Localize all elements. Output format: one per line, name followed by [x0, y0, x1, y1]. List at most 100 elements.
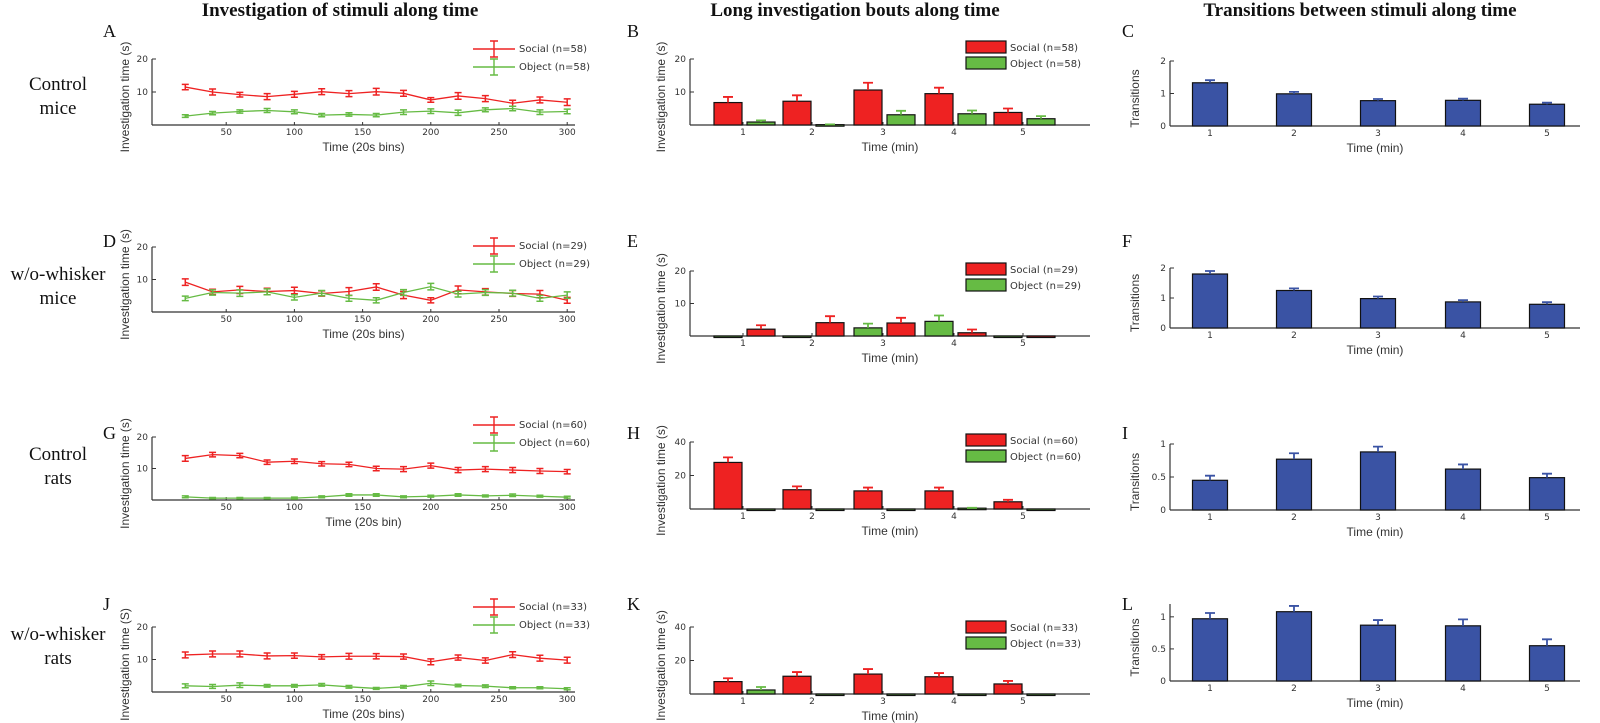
data-point-errorbar	[236, 496, 244, 500]
x-tick-label: 4	[951, 128, 957, 138]
data-point-errorbar	[563, 468, 571, 475]
x-tick-label: 2	[1291, 513, 1297, 523]
error-bar-point	[209, 289, 217, 296]
data-point-errorbar	[318, 653, 326, 660]
error-bar-point	[372, 296, 380, 304]
data-point-errorbar	[209, 88, 217, 96]
bar-error	[863, 322, 873, 328]
x-tick-label: 1	[1207, 331, 1213, 341]
data-point-errorbar	[536, 686, 544, 690]
bar-error	[792, 94, 802, 102]
error-bar-point	[236, 452, 244, 459]
error-bar-point	[536, 96, 544, 104]
error-bar-point	[427, 494, 435, 498]
bar	[886, 114, 916, 126]
bar	[853, 673, 883, 695]
error-bar-point	[563, 495, 571, 499]
bar	[815, 693, 845, 697]
legend-swatch	[965, 433, 1007, 447]
bar	[713, 461, 743, 510]
bar-error	[863, 668, 873, 675]
data-point-errorbar	[563, 98, 571, 107]
x-tick-label: 250	[490, 128, 507, 138]
error-bar-point	[400, 109, 408, 116]
error-bar-point	[372, 87, 380, 96]
y-tick-label: 0	[1160, 122, 1166, 132]
error-bar-point	[290, 652, 298, 659]
data-point-errorbar	[563, 108, 571, 115]
error-bar-point	[290, 294, 298, 301]
legend-swatch	[965, 636, 1007, 650]
data-point-errorbar	[372, 492, 380, 497]
column-title-investigation: Investigation of stimuli along time	[201, 0, 479, 21]
error-bar-point	[181, 114, 189, 119]
error-bar-point	[181, 454, 189, 463]
error-bar-point	[509, 105, 517, 112]
data-point-errorbar	[345, 652, 353, 660]
error-bar-point	[372, 465, 380, 472]
y-tick-label: 10	[675, 88, 687, 98]
bar	[1359, 100, 1397, 127]
legend-label: Object (n=29)	[519, 259, 590, 270]
legend-line-marker	[473, 434, 515, 452]
data-point-errorbar	[181, 83, 189, 91]
legend-label: Object (n=58)	[1010, 59, 1081, 70]
bar-error	[934, 86, 944, 94]
x-tick-label: 2	[809, 512, 815, 522]
bar-error	[863, 486, 873, 491]
error-bar-point	[536, 467, 544, 475]
bar	[1444, 99, 1482, 127]
data-point-errorbar	[481, 107, 489, 113]
bar	[1026, 693, 1056, 697]
bar-error	[1542, 301, 1552, 305]
x-tick-label: 5	[1020, 128, 1026, 138]
error-bar-point	[481, 107, 489, 113]
legend-label: Social (n=58)	[519, 44, 587, 55]
bar	[746, 508, 776, 512]
data-point-errorbar	[481, 494, 489, 498]
data-point-errorbar	[290, 683, 298, 688]
error-bar-point	[563, 687, 571, 691]
y-tick-label: 10	[137, 465, 149, 475]
bar	[1191, 618, 1229, 682]
legend-swatch	[965, 56, 1007, 70]
bar	[993, 335, 1023, 339]
y-tick-label: 40	[675, 438, 687, 448]
data-point-errorbar	[400, 288, 408, 297]
bar-error	[1373, 445, 1383, 452]
legend-label: Social (n=33)	[519, 602, 587, 613]
data-point-errorbar	[318, 682, 326, 687]
bar-error	[967, 328, 977, 333]
x-tick-label: 3	[880, 128, 886, 138]
data-point-errorbar	[236, 91, 244, 98]
x-axis-label: Time (20s bins)	[322, 707, 404, 721]
x-tick-label: 3	[880, 697, 886, 707]
column-title-long-bouts: Long investigation bouts along time	[710, 0, 1000, 21]
error-bar-point	[536, 494, 544, 498]
bar-error	[1373, 98, 1383, 101]
data-point-errorbar	[427, 658, 435, 666]
x-tick-label: 5	[1020, 339, 1026, 349]
bar	[957, 113, 987, 126]
bar-error	[756, 324, 766, 330]
panel-letter: J	[103, 594, 110, 614]
error-bar-point	[536, 294, 544, 303]
error-bar-point	[509, 493, 517, 498]
panel-letter: E	[627, 231, 638, 251]
error-bar-point	[372, 282, 380, 291]
data-point-errorbar	[427, 494, 435, 498]
data-point-errorbar	[454, 290, 462, 298]
bar	[782, 335, 812, 339]
bar	[886, 322, 916, 337]
bar	[1026, 118, 1056, 126]
data-point-errorbar	[454, 492, 462, 497]
error-bar-point	[345, 89, 353, 98]
bar	[853, 89, 883, 126]
x-tick-label: 300	[559, 128, 576, 138]
x-tick-label: 250	[490, 315, 507, 325]
bar	[713, 681, 743, 695]
x-tick-label: 4	[1460, 331, 1466, 341]
bar	[1359, 298, 1397, 329]
error-bar-point	[318, 87, 326, 96]
